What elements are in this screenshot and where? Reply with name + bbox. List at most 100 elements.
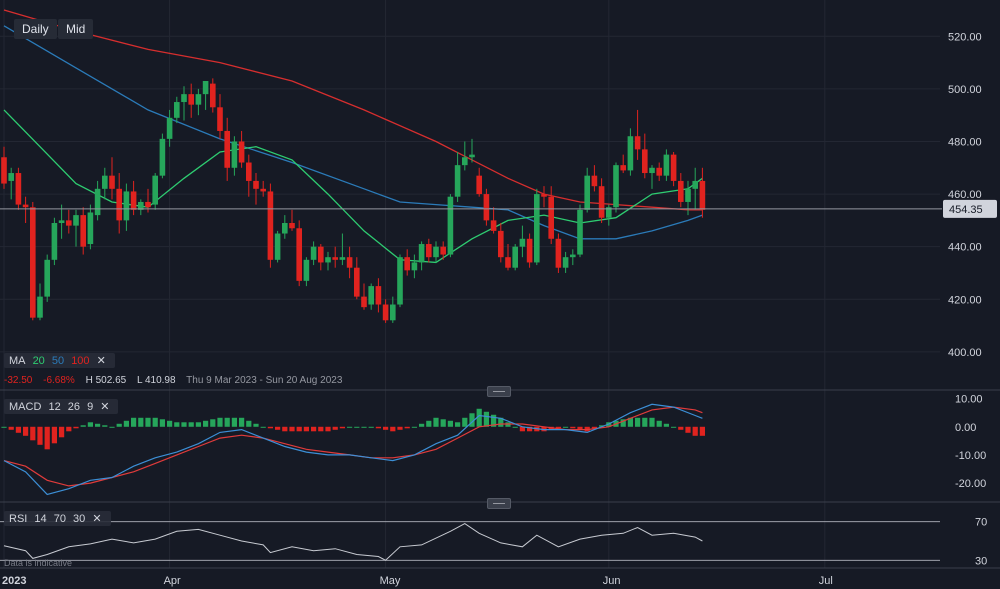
macd-histogram-bar xyxy=(656,420,662,427)
watermark: Data is indicative xyxy=(4,558,73,568)
candle-body xyxy=(476,175,482,195)
candle xyxy=(174,96,180,124)
candle xyxy=(231,136,238,176)
candle xyxy=(87,204,94,250)
price-type-button[interactable]: Mid xyxy=(58,19,94,39)
macd-legend[interactable]: MACD 12 26 9 ✕ xyxy=(4,399,119,414)
macd-histogram-bar xyxy=(303,426,309,432)
candle xyxy=(310,241,317,266)
candle-body xyxy=(282,223,288,234)
candle-body xyxy=(138,201,144,210)
candle-body xyxy=(418,244,425,263)
macd-legend-close-icon[interactable]: ✕ xyxy=(100,401,110,413)
macd-tick-label: 0.00 xyxy=(955,422,976,434)
macd-histogram-bar xyxy=(296,426,302,432)
candle-body xyxy=(274,233,281,260)
price-tick-label: 520.00 xyxy=(948,31,982,43)
candle xyxy=(339,233,346,266)
macd-histogram-bar xyxy=(30,426,36,441)
macd-histogram-bar xyxy=(260,426,266,428)
candle xyxy=(505,244,511,271)
candle-body xyxy=(692,180,698,189)
candle xyxy=(123,183,130,231)
candle xyxy=(94,180,101,221)
candle xyxy=(469,138,475,163)
candle-body xyxy=(454,165,461,197)
candle-body xyxy=(354,267,360,297)
candle xyxy=(289,209,295,231)
candle-body xyxy=(15,173,22,205)
macd-histogram-bar xyxy=(152,417,158,427)
candle-body xyxy=(152,175,158,205)
macd-histogram-bar xyxy=(519,426,525,432)
rsi-legend[interactable]: RSI 14 70 30 ✕ xyxy=(4,511,111,526)
candle xyxy=(462,141,468,171)
candle xyxy=(15,167,22,210)
macd-histogram-bar xyxy=(577,426,583,430)
x-tick-label: May xyxy=(380,575,401,587)
candle-body xyxy=(390,304,396,321)
price-tick-label: 440.00 xyxy=(948,242,982,254)
macd-histogram-bar xyxy=(383,426,389,430)
candle-body xyxy=(541,194,547,197)
candle-body xyxy=(685,188,691,202)
macd-histogram-bar xyxy=(167,420,173,427)
pane-resize-handle[interactable] xyxy=(487,386,511,397)
macd-legend-name: MACD xyxy=(9,401,42,413)
candle xyxy=(73,209,79,247)
candle xyxy=(267,183,274,268)
candle-body xyxy=(562,257,569,268)
last-price-label: 454.35 xyxy=(949,204,983,216)
candle xyxy=(598,178,605,223)
rsi-legend-p3: 30 xyxy=(73,513,86,525)
candle xyxy=(368,283,374,310)
candle-body xyxy=(80,215,86,247)
macd-histogram-bar xyxy=(368,426,374,428)
candle-body xyxy=(66,220,72,226)
macd-histogram-bar xyxy=(267,426,273,429)
interval-button[interactable]: Daily xyxy=(14,19,57,39)
macd-histogram-bar xyxy=(1,426,7,428)
macd-tick-label: -20.00 xyxy=(955,478,986,490)
candle-body xyxy=(217,107,223,131)
candle-body xyxy=(382,304,389,321)
macd-histogram-bar xyxy=(51,426,57,444)
candle-body xyxy=(44,259,50,297)
candle xyxy=(58,204,65,239)
candle xyxy=(390,296,396,323)
macd-histogram-bar xyxy=(347,426,353,428)
macd-histogram-bar xyxy=(635,417,641,427)
pane-resize-handle-2[interactable] xyxy=(487,498,511,509)
candle-body xyxy=(318,246,324,263)
candle-body xyxy=(339,257,346,260)
macd-histogram-bar xyxy=(527,426,533,432)
macd-histogram-bar xyxy=(491,414,497,427)
rsi-legend-close-icon[interactable]: ✕ xyxy=(92,513,102,525)
candle xyxy=(296,220,302,287)
macd-histogram-bar xyxy=(419,423,425,427)
candle xyxy=(37,283,43,321)
candle xyxy=(66,209,72,234)
macd-histogram-bar xyxy=(469,413,475,427)
candle-body xyxy=(1,157,7,184)
macd-legend-p2: 26 xyxy=(67,401,81,413)
macd-histogram-bar xyxy=(116,423,122,427)
macd-histogram-bar xyxy=(375,426,381,429)
macd-histogram-bar xyxy=(671,426,677,428)
candle-body xyxy=(498,230,504,258)
ma-legend-close-icon[interactable]: ✕ xyxy=(96,355,106,367)
candle-body xyxy=(462,157,468,166)
macd-histogram-bar xyxy=(433,417,439,427)
macd-histogram-bar xyxy=(411,426,417,428)
ma-legend[interactable]: MA 20 50 100 ✕ xyxy=(4,353,115,368)
candle-body xyxy=(94,188,101,216)
candle xyxy=(620,154,626,174)
macd-histogram-bar xyxy=(311,426,317,432)
candle-body xyxy=(663,154,670,176)
macd-histogram-bar xyxy=(325,426,331,432)
candle xyxy=(80,207,86,255)
candle xyxy=(210,78,216,113)
candle-body xyxy=(606,207,612,218)
panel-separators xyxy=(0,389,1000,569)
candle-body xyxy=(210,83,216,108)
